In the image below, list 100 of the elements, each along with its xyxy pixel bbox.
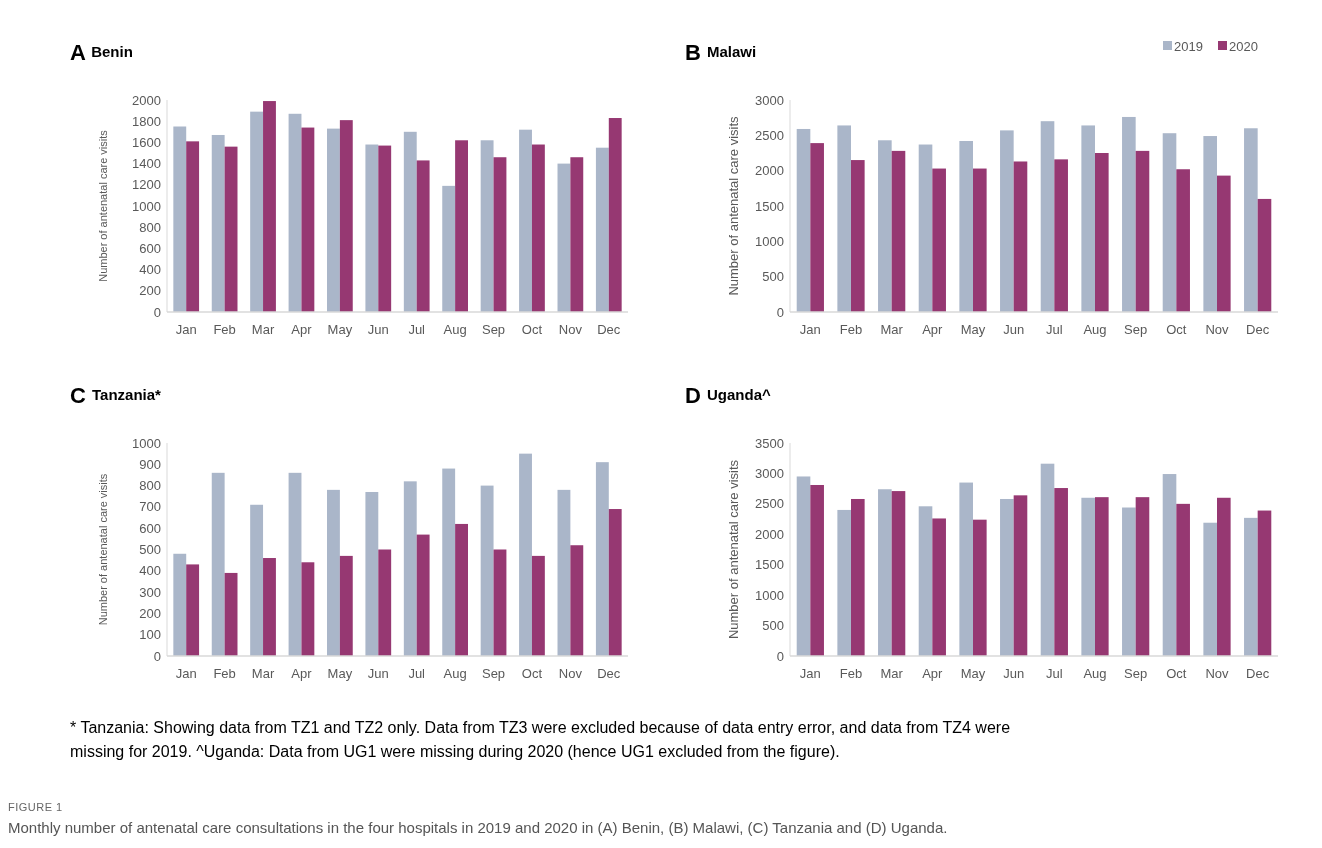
y-tick-label: 1400: [132, 156, 161, 172]
bar: [918, 144, 933, 312]
bar: [480, 485, 494, 656]
bar: [173, 553, 187, 656]
bar: [1040, 121, 1055, 312]
y-tick-label: 900: [139, 456, 161, 472]
bar: [455, 140, 468, 312]
y-tick-label: 700: [139, 499, 161, 515]
y-tick-label: 1500: [755, 557, 784, 573]
bar: [1000, 498, 1014, 656]
bar: [403, 131, 417, 312]
bar: [480, 140, 494, 312]
chart-title: A Benin: [70, 40, 133, 65]
y-tick-label: 800: [139, 478, 161, 494]
bar: [1054, 159, 1068, 312]
x-tick-label: Nov: [1205, 322, 1230, 337]
x-tick-label: Aug: [1083, 666, 1107, 681]
bar: [1000, 130, 1014, 312]
y-tick-label: 1500: [755, 198, 784, 214]
bar: [1081, 497, 1095, 656]
bar: [531, 555, 545, 656]
y-tick-label: 500: [139, 542, 161, 558]
x-tick-label: Jun: [367, 322, 389, 337]
bar: [365, 144, 379, 312]
x-tick-label: May: [960, 666, 986, 681]
bar: [403, 481, 417, 656]
bar: [608, 118, 622, 312]
bar: [442, 185, 456, 312]
bar: [339, 120, 353, 312]
bar: [959, 482, 973, 656]
bar: [1040, 463, 1055, 656]
y-tick-label: 3000: [755, 92, 784, 108]
bar: [531, 144, 545, 312]
bar: [1257, 198, 1272, 312]
x-tick-label: Sep: [481, 322, 506, 337]
bar: [837, 509, 851, 656]
text: Monthly number of antenatal care consultations in the four hospitals in 2019 and 2020 in (A) Benin, (B) Malawi, (C) Tanzania and (D) Uganda.: [8, 819, 948, 836]
bar: [1054, 488, 1068, 656]
x-tick-label: Mar: [251, 666, 275, 681]
y-tick-label: 0: [153, 304, 161, 320]
x-tick-label: Feb: [213, 322, 236, 337]
x-tick-label: Nov: [1205, 666, 1230, 681]
y-tick-label: 2000: [755, 163, 784, 179]
bar: [810, 484, 824, 656]
x-tick-label: Dec: [597, 666, 621, 681]
bar: [973, 168, 987, 312]
bar: [250, 504, 264, 656]
x-tick-label: Aug: [443, 666, 467, 681]
x-tick-label: Mar: [251, 322, 275, 337]
bar: [301, 562, 315, 656]
bar: [186, 564, 200, 656]
bar: [557, 489, 571, 656]
y-tick-label: 1000: [755, 233, 784, 249]
bar: [796, 128, 811, 312]
bar: [891, 150, 906, 312]
chart-title: D Uganda^: [685, 383, 771, 408]
x-tick-label: Jun: [367, 666, 389, 681]
y-tick-label: 2000: [755, 526, 784, 542]
x-tick-label: Nov: [558, 666, 583, 681]
bar: [878, 140, 892, 312]
y-tick-label: 1000: [132, 435, 161, 451]
x-tick-label: Apr: [291, 666, 313, 681]
x-tick-label: May: [327, 322, 353, 337]
bar: [455, 523, 468, 656]
y-tick-label: 100: [139, 627, 161, 643]
bar: [416, 534, 430, 656]
bar: [1244, 517, 1258, 656]
y-tick-label: 400: [139, 262, 161, 278]
y-tick-label: 600: [139, 520, 161, 536]
bar: [595, 462, 609, 656]
bar: [1122, 507, 1136, 656]
y-tick-label: 0: [776, 648, 784, 664]
bar: [1162, 133, 1177, 312]
bar: [810, 143, 824, 312]
x-tick-label: Jun: [1003, 666, 1025, 681]
y-tick-label: 1000: [755, 587, 784, 603]
bar: [796, 476, 811, 656]
y-tick-label: 0: [776, 304, 784, 320]
bar: [1257, 510, 1272, 656]
bar: [224, 146, 238, 312]
bar: [1135, 150, 1150, 312]
x-tick-label: Jan: [799, 666, 821, 681]
bar: [339, 555, 353, 656]
bar: [973, 519, 987, 656]
y-tick-label: 400: [139, 563, 161, 579]
x-tick-label: Mar: [880, 322, 904, 337]
bar: [851, 498, 865, 656]
x-tick-label: Dec: [1246, 666, 1270, 681]
x-tick-label: Dec: [1246, 322, 1270, 337]
bar: [1244, 128, 1258, 312]
x-tick-label: Apr: [291, 322, 313, 337]
bar: [211, 472, 225, 656]
y-tick-label: 800: [139, 219, 161, 235]
bar: [595, 147, 609, 312]
chart-title: B Malawi: [685, 40, 757, 65]
text: * Tanzania: Showing data from TZ1 and TZ2 only. Data from TZ3 were excluded because of data entry error, and data from TZ4 were missing for 2019. ^Uganda: Data from UG1 were missing during 2020 (hence UG1 excluded from the figure).: [70, 719, 1011, 760]
x-tick-label: Jul: [408, 666, 426, 681]
bar: [608, 509, 622, 656]
bar: [173, 126, 187, 312]
bar: [878, 489, 892, 656]
